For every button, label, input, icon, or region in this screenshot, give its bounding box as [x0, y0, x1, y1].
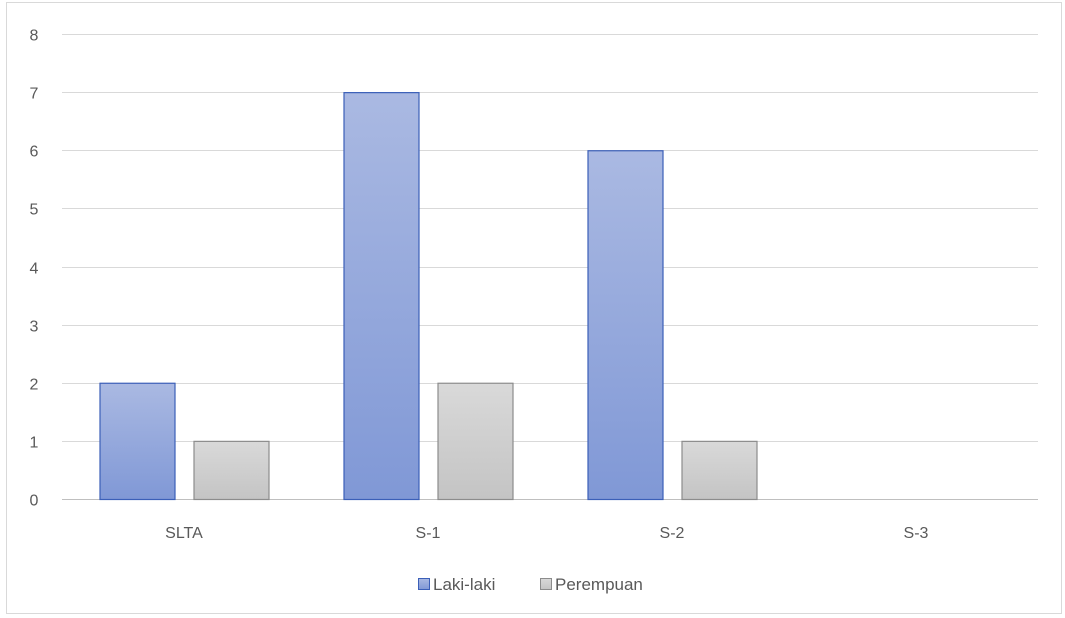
legend: Laki-laki Perempuan: [418, 575, 643, 594]
y-tick-label: 8: [30, 28, 39, 45]
gridlines: [62, 34, 1038, 500]
bar-laki-laki-s-2: [587, 150, 664, 501]
bar-perempuan-s-1: [437, 382, 514, 501]
legend-label-perempuan: Perempuan: [555, 575, 643, 594]
x-tick-label: SLTA: [165, 525, 203, 542]
chart-frame: [6, 2, 1062, 614]
x-tick-label: S-2: [660, 525, 685, 542]
x-tick-label: S-1: [416, 525, 441, 542]
bar-perempuan-s-2: [681, 440, 758, 501]
y-tick-label: 0: [30, 493, 39, 510]
bar-laki-laki-slta: [99, 382, 176, 501]
legend-swatch-laki-laki: [418, 578, 430, 590]
legend-swatch-perempuan: [540, 578, 552, 590]
y-tick-label: 1: [30, 435, 39, 452]
y-tick-label: 3: [30, 319, 39, 336]
bar-perempuan-slta: [193, 440, 270, 501]
y-tick-label: 4: [30, 261, 39, 278]
x-tick-label: S-3: [904, 525, 929, 542]
y-tick-label: 5: [30, 202, 39, 219]
bars: [99, 92, 758, 501]
legend-label-laki-laki: Laki-laki: [433, 575, 495, 594]
y-tick-label: 2: [30, 377, 39, 394]
y-tick-label: 7: [30, 86, 39, 103]
bar-laki-laki-s-1: [343, 92, 420, 501]
x-axis-ticks: SLTA S-1 S-2 S-3: [165, 525, 928, 542]
y-axis-ticks: 0 1 2 3 4 5 6 7 8: [30, 28, 39, 510]
y-tick-label: 6: [30, 144, 39, 161]
